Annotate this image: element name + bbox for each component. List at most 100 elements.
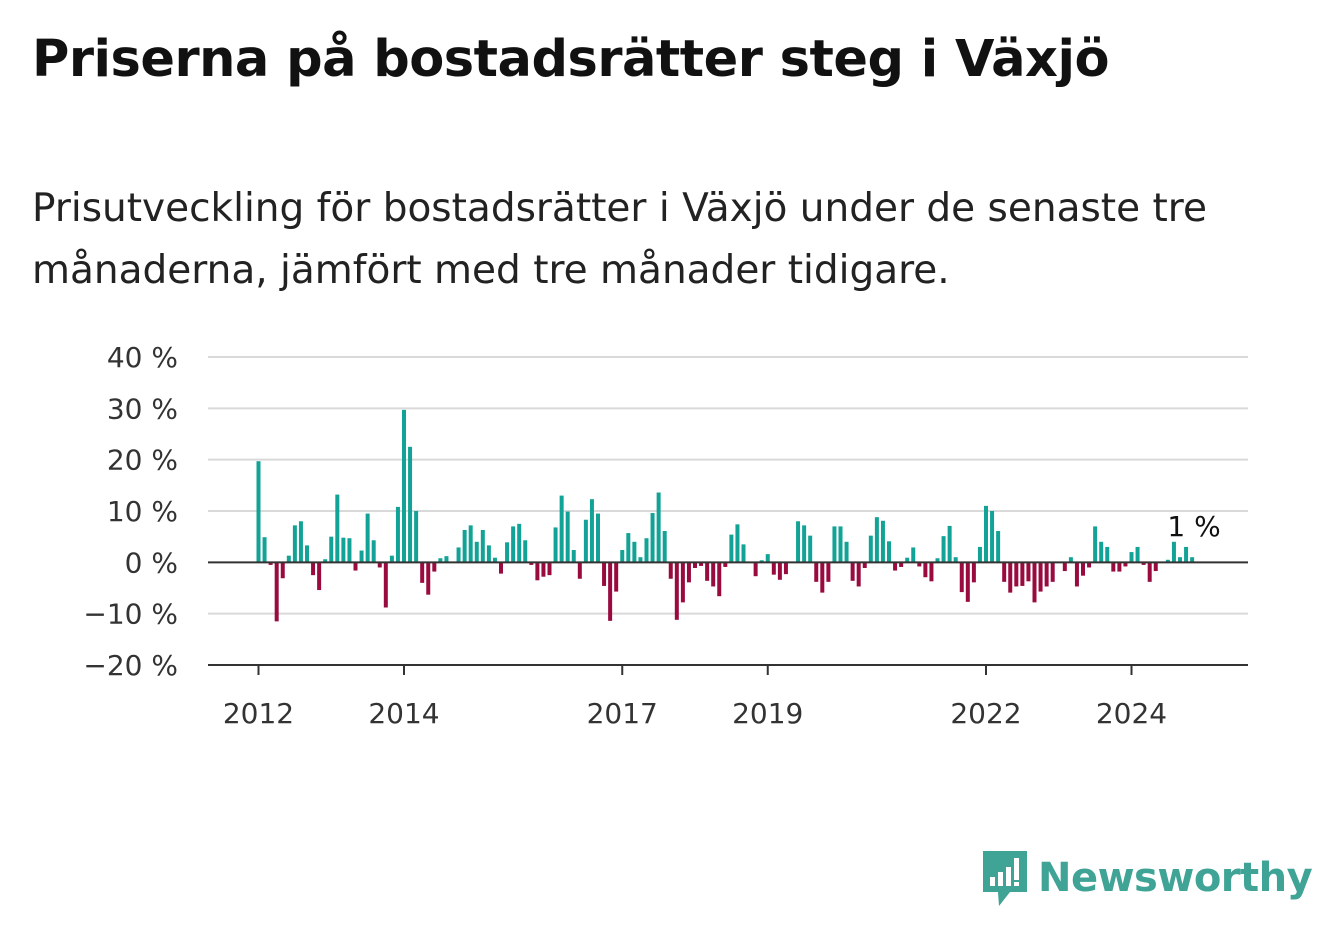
bar: [589, 499, 594, 563]
bar: [311, 562, 316, 576]
bar: [911, 547, 916, 563]
bar: [668, 562, 673, 579]
bar: [1178, 557, 1182, 563]
bar: [523, 540, 528, 563]
y-tick-label: 20 %: [107, 444, 178, 477]
bar: [268, 562, 273, 565]
bar: [917, 562, 922, 567]
bar: [1099, 541, 1104, 563]
bar: [674, 562, 679, 620]
bar: [377, 562, 382, 568]
bar: [383, 562, 388, 608]
y-axis-ticks: −20 % −10 % 0 % 10 % 20 % 30 % 40 %: [83, 341, 178, 682]
bar: [608, 562, 613, 621]
y-tick-label: 10 %: [107, 495, 178, 528]
bar: [1032, 562, 1037, 603]
bar: [699, 562, 704, 566]
bar: [729, 534, 734, 563]
bar: [935, 558, 940, 563]
bar: [990, 511, 995, 563]
bar: [923, 562, 928, 578]
bar: [753, 562, 758, 577]
bar: [977, 546, 982, 563]
bar: [492, 557, 497, 563]
bar: [1008, 562, 1013, 593]
bar: [880, 520, 885, 563]
bar: [444, 556, 449, 563]
bar: [341, 537, 346, 563]
bar: [353, 562, 358, 571]
x-tick-label: 2024: [1096, 697, 1167, 730]
bar: [1141, 562, 1146, 565]
bar: [596, 513, 600, 563]
bar: [874, 517, 879, 563]
bar: [1002, 562, 1007, 582]
x-tick-label: 2019: [732, 697, 803, 730]
bar: [947, 525, 952, 563]
bar: [1184, 546, 1189, 563]
bar: [1020, 562, 1025, 586]
y-tick-label: 30 %: [107, 392, 178, 425]
bar: [280, 562, 285, 579]
bar: [984, 505, 988, 563]
bar: [741, 544, 746, 563]
bar: [1074, 562, 1079, 587]
bar: [820, 562, 825, 593]
bar: [529, 562, 534, 565]
y-tick-label: −20 %: [83, 649, 178, 682]
bar: [499, 562, 503, 574]
bar: [298, 521, 303, 563]
bar: [371, 540, 376, 563]
bar: [971, 562, 976, 583]
bar: [844, 541, 849, 563]
bar: [395, 506, 400, 563]
bar: [329, 536, 334, 563]
bar: [1026, 562, 1031, 582]
bar: [365, 513, 370, 563]
bar: [541, 562, 546, 577]
bar: [583, 519, 588, 563]
bar: [256, 461, 261, 563]
bar: [644, 538, 649, 563]
bar: [723, 562, 728, 567]
bar: [468, 525, 473, 563]
bar: [432, 562, 437, 572]
bar: [292, 525, 297, 563]
bar: [1147, 562, 1152, 582]
bar: [1038, 562, 1043, 592]
bar: [577, 562, 582, 579]
bar: [474, 541, 479, 563]
bar: [402, 409, 406, 563]
bar: [535, 562, 540, 581]
bar: [620, 550, 625, 563]
bar: [893, 562, 898, 571]
last-value-annotation: 1 %: [1167, 510, 1220, 543]
bar: [389, 555, 394, 563]
y-tick-label: −10 %: [83, 598, 178, 631]
bar: [262, 537, 267, 563]
bar: [626, 533, 631, 563]
bar: [414, 511, 419, 563]
bar: [1153, 562, 1158, 572]
bar: [317, 562, 322, 591]
bar: [929, 562, 934, 582]
bar: [1044, 562, 1049, 587]
bar: [862, 562, 867, 568]
bar: [656, 492, 661, 563]
bar: [887, 541, 891, 563]
bar: [571, 550, 576, 563]
bar: [765, 554, 770, 563]
bar: [693, 562, 697, 568]
bar: [323, 559, 328, 563]
bar: [783, 562, 788, 575]
bar: [602, 562, 607, 586]
bar: [808, 535, 813, 563]
bar: [905, 557, 910, 563]
bar: [680, 562, 685, 603]
bar: [686, 562, 691, 583]
bar: [1014, 562, 1019, 587]
bar: [632, 541, 637, 563]
bar: [856, 562, 861, 587]
bars: [256, 409, 1195, 622]
